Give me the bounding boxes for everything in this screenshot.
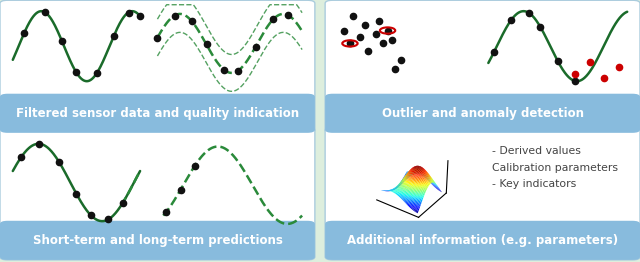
Text: Calibration parameters: Calibration parameters — [492, 163, 618, 173]
FancyBboxPatch shape — [325, 94, 640, 133]
Text: Additional information (e.g. parameters): Additional information (e.g. parameters) — [347, 234, 618, 247]
FancyBboxPatch shape — [0, 221, 315, 260]
FancyBboxPatch shape — [325, 127, 640, 260]
Text: - Derived values: - Derived values — [492, 146, 580, 156]
Text: - Key indicators: - Key indicators — [492, 179, 576, 189]
FancyBboxPatch shape — [0, 0, 315, 133]
FancyBboxPatch shape — [0, 127, 315, 260]
Text: Short-term and long-term predictions: Short-term and long-term predictions — [33, 234, 282, 247]
FancyBboxPatch shape — [0, 94, 315, 133]
Text: Filtered sensor data and quality indication: Filtered sensor data and quality indicat… — [16, 107, 299, 120]
FancyBboxPatch shape — [325, 221, 640, 260]
Text: Outlier and anomaly detection: Outlier and anomaly detection — [381, 107, 584, 120]
FancyBboxPatch shape — [325, 0, 640, 133]
